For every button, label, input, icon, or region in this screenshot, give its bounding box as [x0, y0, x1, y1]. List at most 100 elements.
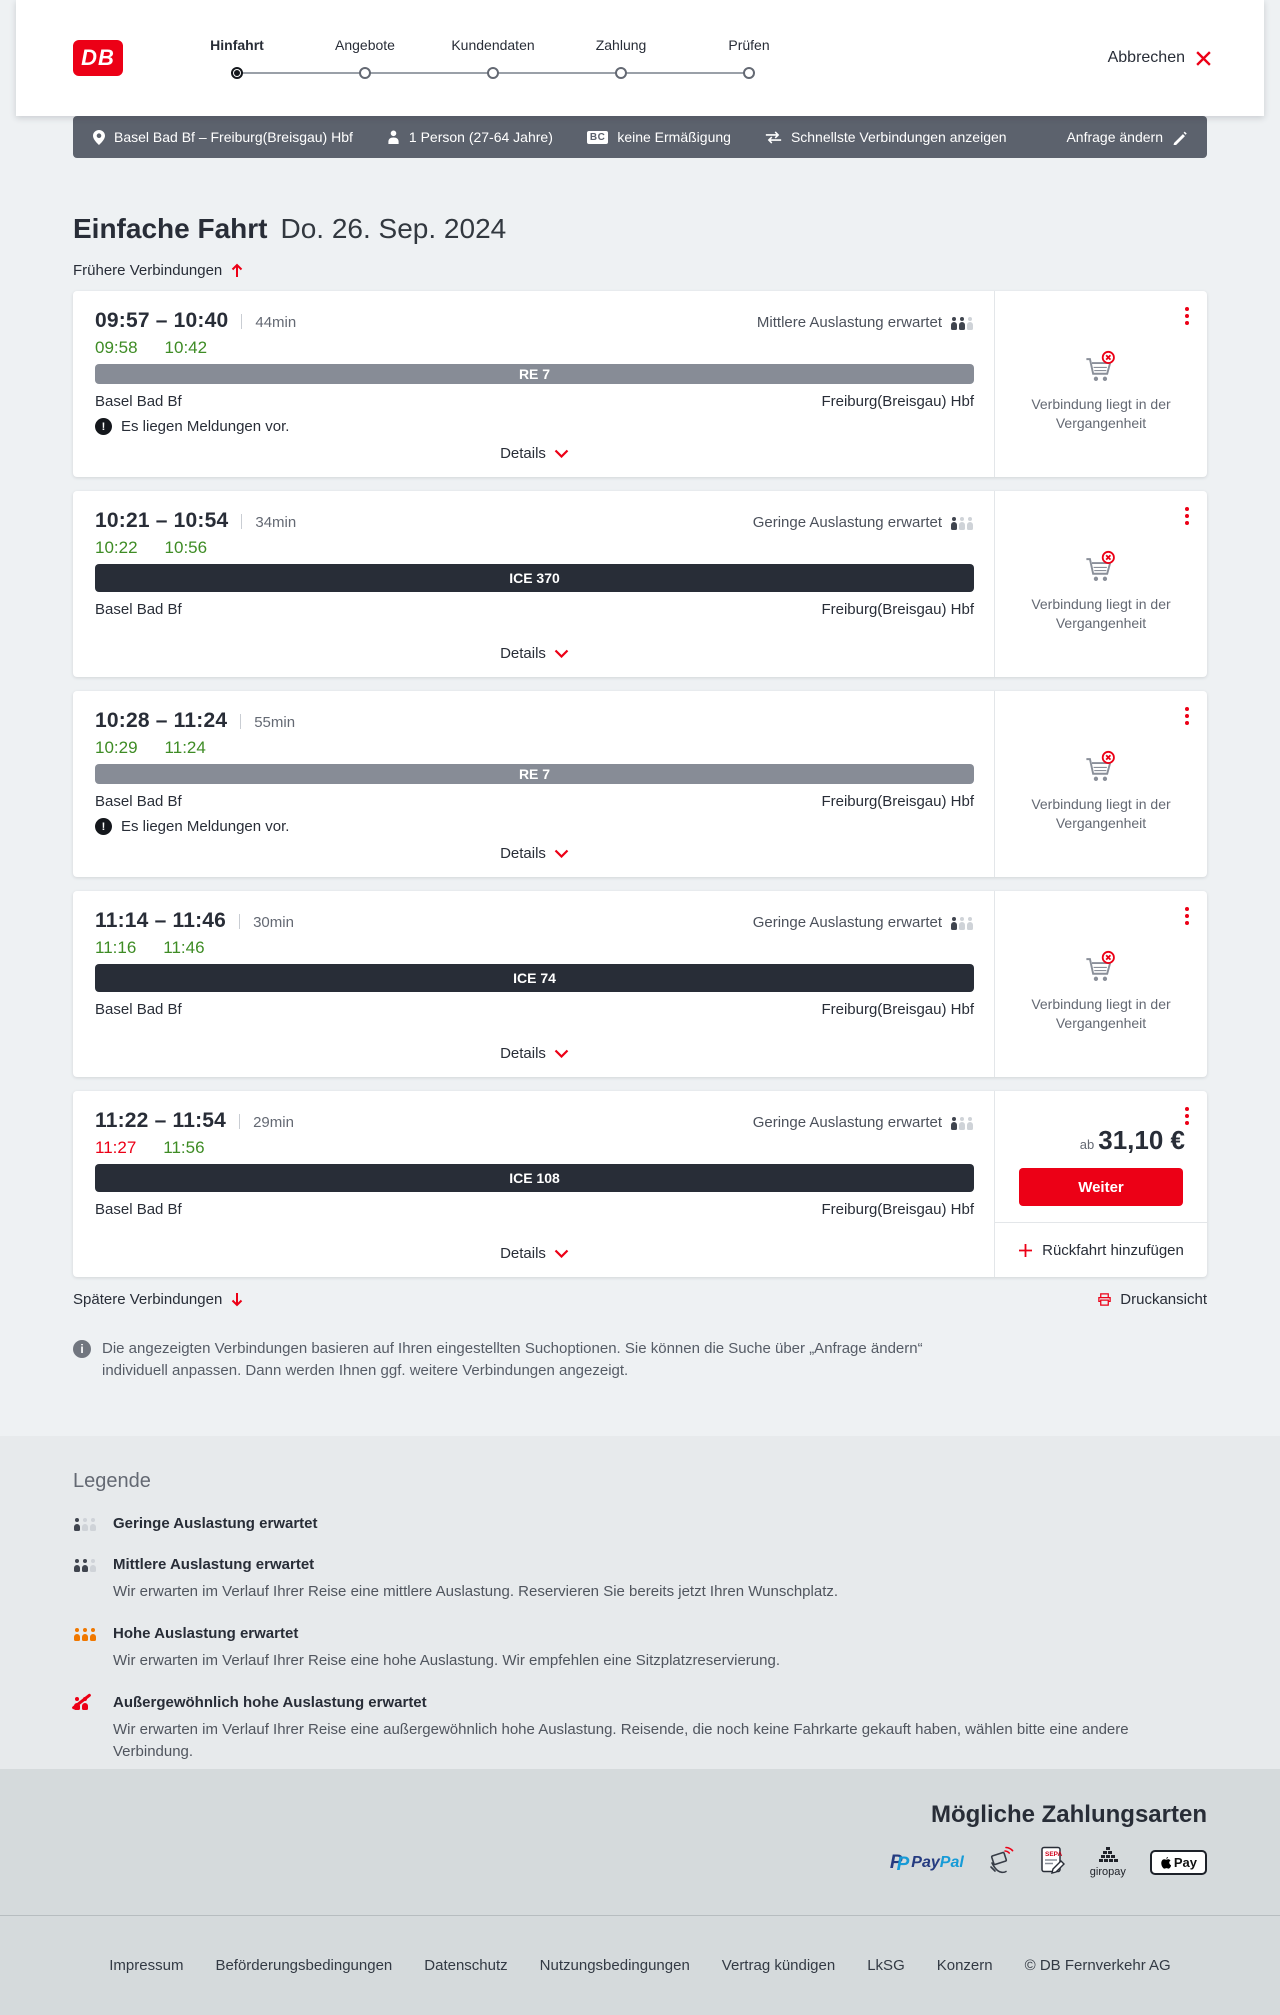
connection-card[interactable]: 11:22 – 11:54 29min Geringe Auslastung e…	[73, 1091, 1207, 1277]
occupancy-icon	[950, 314, 974, 331]
past-connection-text: Verbindung liegt in der Vergangenheit	[1031, 595, 1171, 631]
details-toggle[interactable]: Details	[500, 835, 569, 864]
cancel-button[interactable]: Abbrechen	[1102, 48, 1218, 68]
print-view-button[interactable]: Druckansicht	[1097, 1291, 1207, 1308]
realtime-arrival: 11:56	[163, 1138, 205, 1157]
footer-copyright: © DB Fernverkehr AG	[1024, 1957, 1171, 1974]
more-options-button[interactable]	[1181, 303, 1193, 329]
legend-item-description: Wir erwarten im Verlauf Ihrer Reise eine…	[113, 1652, 780, 1669]
messages-notice[interactable]: Es liegen Meldungen vor.	[95, 818, 974, 835]
past-connection-block: Verbindung liegt in der Vergangenheit	[1019, 936, 1184, 1033]
person-icon	[388, 130, 399, 144]
pencil-icon	[1173, 131, 1187, 145]
occupancy-indicator: Geringe Auslastung erwartet	[753, 914, 974, 931]
train-label: RE 7	[518, 366, 551, 382]
footer-link-nutzungsbedingungen[interactable]: Nutzungsbedingungen	[539, 1957, 690, 1974]
footer-link-impressum[interactable]: Impressum	[109, 1957, 184, 1974]
connection-duration: 29min	[253, 1114, 294, 1131]
connection-list: 09:57 – 10:40 44min Mittlere Auslastung …	[73, 291, 1207, 1277]
step-zahlung[interactable]: Zahlung	[557, 37, 685, 79]
occupancy-legend-icon	[73, 1515, 101, 1534]
arrow-down-icon	[232, 1293, 243, 1307]
realtime-arrival: 10:56	[164, 538, 208, 557]
footer-link-befoerderungsbedingungen[interactable]: Beförderungsbedingungen	[215, 1957, 393, 1974]
details-toggle[interactable]: Details	[500, 1235, 569, 1264]
edit-request-button[interactable]: Anfrage ändern	[1066, 129, 1187, 145]
occupancy-legend-icon	[73, 1625, 101, 1644]
train-line-bar: ICE 370	[95, 564, 974, 592]
legend-item-label: Außergewöhnlich hohe Auslastung erwartet	[113, 1694, 427, 1711]
footer-link-vertrag-kuendigen[interactable]: Vertrag kündigen	[721, 1957, 836, 1974]
connection-times: 10:21 – 10:54	[95, 509, 229, 532]
step-dot	[487, 67, 499, 79]
cart-unavailable-icon	[1086, 550, 1115, 581]
earlier-connections-link[interactable]: Frühere Verbindungen	[73, 262, 243, 279]
destination-station: Freiburg(Breisgau) Hbf	[821, 601, 974, 618]
later-connections-link[interactable]: Spätere Verbindungen	[73, 1291, 243, 1308]
train-line-bar: ICE 74	[95, 964, 974, 992]
details-toggle[interactable]: Details	[500, 435, 569, 464]
realtime-row: 10:22 10:56	[95, 538, 974, 558]
close-icon	[1196, 50, 1211, 66]
step-pruefen[interactable]: Prüfen	[685, 37, 813, 79]
more-options-button[interactable]	[1181, 503, 1193, 529]
purchase-block: ab 31,10 € Weiter Rückfahrt hinzufügen	[995, 1091, 1207, 1277]
arrow-up-icon	[232, 263, 243, 277]
occupancy-icon	[950, 914, 974, 931]
info-icon	[73, 1340, 91, 1358]
connection-card[interactable]: 09:57 – 10:40 44min Mittlere Auslastung …	[73, 291, 1207, 477]
step-hinfahrt[interactable]: Hinfahrt	[173, 37, 301, 79]
divider	[241, 513, 243, 529]
price: ab 31,10 €	[1080, 1125, 1185, 1156]
past-connection-text: Verbindung liegt in der Vergangenheit	[1031, 795, 1171, 831]
footer-link-konzern[interactable]: Konzern	[936, 1957, 993, 1974]
train-label: ICE 108	[509, 1170, 560, 1186]
connection-details-area: 10:28 – 11:24 55min 10:29 11:24 RE 7 Bas…	[73, 691, 994, 877]
step-angebote[interactable]: Angebote	[301, 37, 429, 79]
connection-duration: 30min	[253, 914, 294, 931]
add-return-trip-button[interactable]: Rückfahrt hinzufügen	[995, 1223, 1207, 1277]
more-options-button[interactable]	[1181, 703, 1193, 729]
connection-card[interactable]: 10:21 – 10:54 34min Geringe Auslastung e…	[73, 491, 1207, 677]
chevron-down-icon	[554, 649, 569, 658]
legend-item: Außergewöhnlich hohe Auslastung erwartet…	[73, 1694, 1207, 1763]
messages-notice[interactable]: Es liegen Meldungen vor.	[95, 418, 974, 435]
divider	[240, 713, 242, 729]
swap-arrows-icon	[765, 130, 782, 144]
legend-item: Mittlere Auslastung erwartet Wir erwarte…	[73, 1556, 1207, 1603]
divider	[239, 1113, 241, 1129]
details-toggle[interactable]: Details	[500, 1035, 569, 1064]
connection-card[interactable]: 11:14 – 11:46 30min Geringe Auslastung e…	[73, 891, 1207, 1077]
footer-link-datenschutz[interactable]: Datenschutz	[424, 1957, 508, 1974]
realtime-departure: 11:16	[95, 938, 137, 957]
past-connection-block: Verbindung liegt in der Vergangenheit	[1019, 736, 1184, 833]
legend-item-label: Hohe Auslastung erwartet	[113, 1625, 299, 1642]
payment-title: Mögliche Zahlungsarten	[930, 1801, 1207, 1828]
connection-action-area: Verbindung liegt in der Vergangenheit	[994, 891, 1207, 1077]
continue-button[interactable]: Weiter	[1019, 1168, 1183, 1206]
connection-details-area: 11:14 – 11:46 30min Geringe Auslastung e…	[73, 891, 994, 1077]
connection-action-area: Verbindung liegt in der Vergangenheit	[994, 491, 1207, 677]
booking-header: DB Hinfahrt Angebote Kundendaten Zahlung…	[16, 0, 1264, 116]
realtime-departure: 11:27	[95, 1138, 137, 1157]
more-options-button[interactable]	[1181, 903, 1193, 929]
step-kundendaten[interactable]: Kundendaten	[429, 37, 557, 79]
giropay-icon: giropay	[1090, 1847, 1126, 1878]
contactless-card-icon	[988, 1845, 1016, 1880]
details-toggle[interactable]: Details	[500, 635, 569, 664]
db-logo[interactable]: DB	[73, 40, 123, 76]
realtime-arrival: 11:24	[164, 738, 206, 757]
more-options-button[interactable]	[1181, 1103, 1193, 1129]
connection-times: 09:57 – 10:40	[95, 309, 229, 332]
stations-row: Basel Bad Bf Freiburg(Breisgau) Hbf	[95, 1201, 974, 1218]
occupancy-legend-icon	[73, 1556, 101, 1575]
connection-card[interactable]: 10:28 – 11:24 55min 10:29 11:24 RE 7 Bas…	[73, 691, 1207, 877]
footer-link-lksg[interactable]: LkSG	[867, 1957, 905, 1974]
page-footer: Impressum Beförderungsbedingungen Datens…	[0, 1915, 1280, 2015]
apple-pay-icon: Pay	[1149, 1850, 1207, 1875]
connection-action-area: Verbindung liegt in der Vergangenheit	[994, 291, 1207, 477]
connection-action-area: ab 31,10 € Weiter Rückfahrt hinzufügen	[994, 1091, 1207, 1277]
train-label: ICE 370	[509, 570, 560, 586]
connection-duration: 34min	[255, 514, 297, 531]
